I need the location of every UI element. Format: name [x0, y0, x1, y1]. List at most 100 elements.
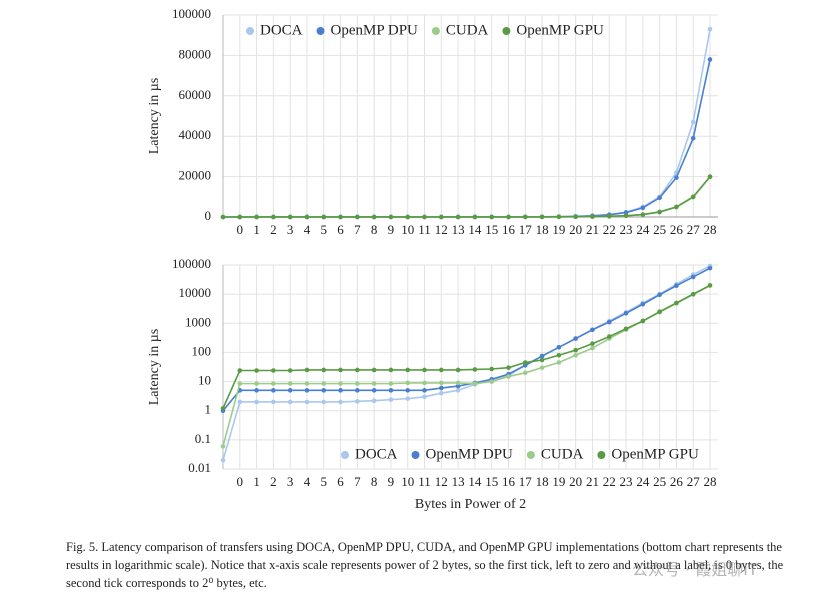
- x-tick-label: 19: [552, 474, 565, 489]
- x-tick-label: 24: [636, 474, 650, 489]
- data-point: [422, 380, 427, 386]
- data-point: [405, 367, 411, 373]
- data-point: [522, 370, 528, 376]
- data-point: [506, 214, 511, 220]
- legend-marker: [431, 27, 440, 35]
- data-point: [707, 26, 713, 32]
- data-point: [623, 311, 629, 316]
- x-tick-label: 18: [536, 222, 549, 237]
- data-point: [690, 291, 696, 297]
- x-tick-label: 28: [704, 474, 717, 489]
- data-point: [606, 319, 612, 325]
- data-point: [388, 388, 394, 393]
- data-point: [690, 119, 696, 125]
- data-point: [355, 399, 360, 404]
- x-tick-label: 8: [371, 222, 378, 237]
- data-point: [707, 283, 713, 288]
- data-point: [522, 360, 528, 365]
- data-point: [237, 368, 243, 373]
- x-tick-label: 0: [237, 474, 244, 489]
- data-point: [556, 344, 562, 350]
- legend-label: OpenMP DPU: [331, 22, 419, 38]
- x-tick-label: 14: [468, 222, 482, 237]
- x-tick-label: 11: [418, 222, 431, 237]
- x-tick-label: 13: [452, 222, 465, 237]
- data-point: [405, 380, 411, 386]
- y-tick-label: 10: [198, 373, 211, 388]
- series-line: [222, 265, 711, 461]
- data-point: [455, 214, 461, 220]
- data-point: [657, 292, 662, 298]
- data-point: [573, 347, 578, 353]
- data-point: [455, 388, 461, 393]
- data-point: [371, 388, 377, 393]
- data-point: [439, 367, 444, 373]
- data-point: [640, 318, 646, 324]
- data-point: [422, 394, 427, 400]
- data-point: [455, 367, 461, 373]
- data-point: [338, 399, 343, 405]
- y-tick-label: 20000: [179, 168, 212, 183]
- data-point: [606, 334, 612, 339]
- data-point: [371, 398, 377, 404]
- data-point: [623, 213, 629, 218]
- data-point: [237, 381, 243, 386]
- y-tick-label: 60000: [179, 87, 212, 102]
- x-tick-label: 11: [418, 474, 431, 489]
- y-tick-label: 40000: [179, 127, 212, 142]
- data-point: [338, 381, 343, 386]
- data-point: [254, 214, 259, 220]
- x-tick-label: 4: [304, 222, 311, 237]
- y-axis-label: Latency in µs: [147, 329, 162, 406]
- data-point: [321, 399, 327, 405]
- y-tick-label: 100: [192, 343, 212, 358]
- y-tick-label: 100000: [172, 256, 211, 271]
- data-point: [237, 214, 243, 220]
- data-point: [422, 388, 427, 393]
- x-tick-label: 12: [435, 474, 448, 489]
- data-point: [590, 214, 595, 219]
- data-point: [371, 214, 377, 220]
- y-tick-label: 0.1: [195, 431, 211, 446]
- y-tick-label: 1: [205, 402, 212, 417]
- x-tick-label: 21: [586, 474, 599, 489]
- data-point: [472, 214, 478, 220]
- data-point: [657, 195, 662, 201]
- data-point: [321, 381, 327, 386]
- data-point: [220, 457, 226, 463]
- x-tick-label: 23: [620, 222, 633, 237]
- data-point: [388, 381, 394, 386]
- legend-marker: [411, 451, 420, 459]
- data-point: [371, 367, 377, 373]
- data-point: [707, 57, 713, 62]
- data-point: [271, 388, 276, 393]
- series-line: [222, 267, 711, 412]
- data-point: [220, 406, 226, 411]
- data-point: [254, 381, 259, 386]
- data-point: [355, 388, 360, 393]
- data-point: [388, 367, 394, 373]
- data-point: [590, 341, 595, 346]
- data-point: [707, 265, 713, 271]
- x-tick-label: 17: [519, 222, 533, 237]
- data-point: [304, 388, 310, 393]
- data-point: [455, 380, 461, 386]
- data-point: [304, 214, 310, 220]
- data-point: [506, 365, 511, 370]
- data-point: [254, 399, 259, 405]
- x-tick-label: 16: [502, 474, 516, 489]
- data-point: [338, 367, 343, 373]
- series-line: [222, 28, 711, 218]
- data-point: [388, 397, 394, 402]
- data-point: [657, 209, 662, 215]
- x-tick-label: 7: [354, 222, 361, 237]
- data-point: [338, 214, 343, 220]
- data-point: [573, 214, 578, 220]
- data-point: [254, 368, 259, 373]
- x-tick-label: 25: [653, 474, 666, 489]
- data-point: [321, 388, 327, 393]
- data-point: [707, 174, 713, 179]
- data-point: [422, 367, 427, 373]
- y-tick-label: 10000: [179, 285, 212, 300]
- x-tick-label: 12: [435, 222, 448, 237]
